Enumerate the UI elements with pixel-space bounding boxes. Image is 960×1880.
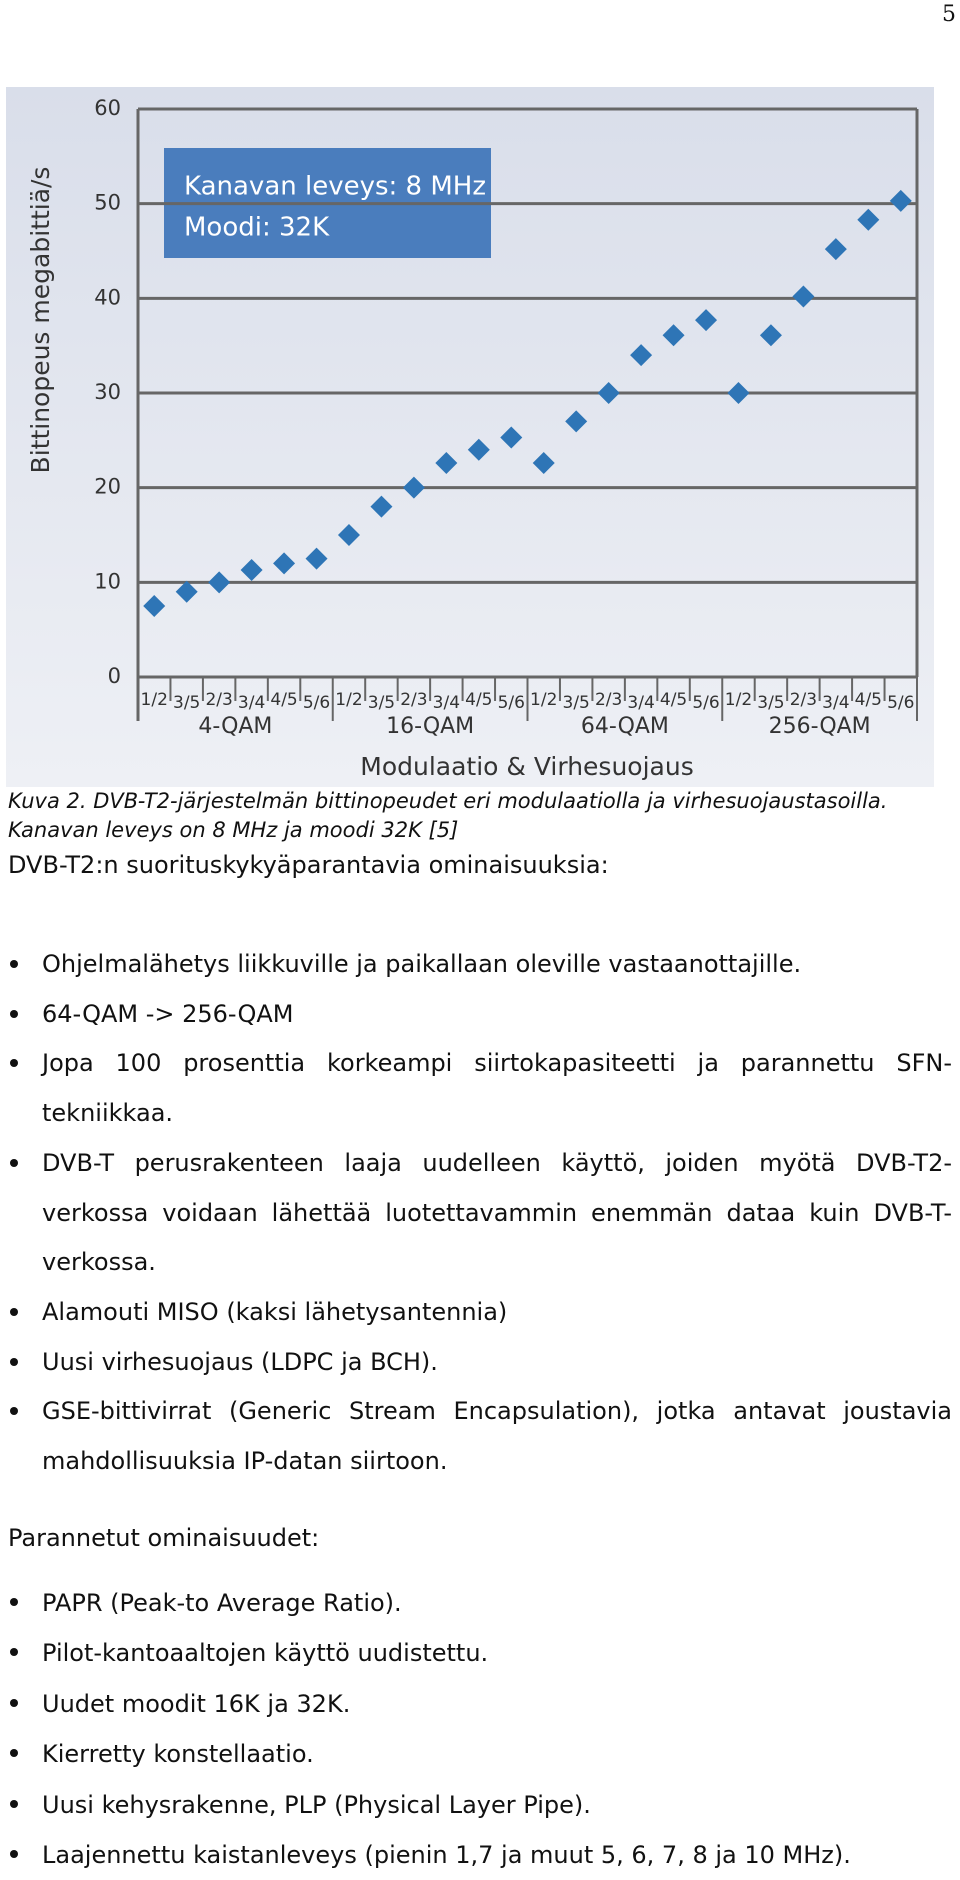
marker [500, 426, 523, 449]
marker [532, 452, 555, 475]
group-label: 64-QAM [581, 714, 669, 739]
bullet-list: Ohjelmalähetys liikkuville ja paikallaan… [0, 940, 952, 1487]
x-tick-label: 1/2 [335, 690, 362, 710]
bullet-item: Laajennettu kaistanleveys (pienin 1,7 ja… [10, 1830, 952, 1880]
x-tick-label: 3/5 [757, 693, 784, 713]
y-tick-label: 40 [94, 285, 121, 309]
x-tick-label: 3/4 [627, 693, 654, 713]
marker [824, 238, 847, 261]
group-label: 4-QAM [198, 714, 272, 739]
y-axis-label: Bittinopeus megabittiä/s [26, 167, 55, 474]
marker [175, 580, 198, 603]
bullet-item: Kierretty konstellaatio. [10, 1729, 952, 1779]
y-tick-label: 60 [94, 96, 121, 120]
marker [467, 438, 490, 461]
x-tick-label: 1/2 [530, 690, 557, 710]
x-tick-label: 3/4 [822, 693, 849, 713]
bullet-item: Pilot-kantoaaltojen käyttö uudistettu. [10, 1628, 952, 1678]
x-tick-label: 3/5 [563, 693, 590, 713]
caption: Kuva 2. DVB-T2-järjestelmän bittinopeude… [8, 787, 887, 845]
marker [727, 382, 750, 404]
x-tick-label: 5/6 [887, 693, 914, 713]
x-tick-label: 2/3 [400, 690, 427, 710]
marker [792, 285, 815, 308]
marker [695, 309, 718, 332]
annotation: Moodi: 32K [184, 213, 330, 243]
bullet-item: Uusi virhesuojaus (LDPC ja BCH). [10, 1338, 952, 1388]
x-tick-label: 2/3 [205, 690, 232, 710]
group-label: 16-QAM [386, 714, 474, 739]
marker [759, 324, 782, 347]
marker [435, 452, 458, 475]
marker [143, 595, 166, 617]
x-axis-label: Modulaatio & Virhesuojaus [360, 752, 693, 781]
bullet-item: PAPR (Peak-to Average Ratio). [10, 1578, 952, 1628]
marker [662, 324, 685, 347]
x-tick-label: 4/5 [465, 690, 492, 710]
y-tick-label: 50 [94, 191, 121, 215]
y-tick-label: 20 [94, 475, 121, 499]
y-tick-label: 0 [108, 664, 121, 688]
y-tick-label: 10 [94, 569, 121, 593]
marker [597, 382, 620, 404]
annotation: Kanavan leveys: 8 MHz [184, 172, 486, 202]
marker [273, 552, 296, 575]
x-tick-label: 5/6 [303, 693, 330, 713]
x-tick-label: 3/5 [173, 693, 200, 713]
marker [857, 208, 880, 231]
bullet-item: Jopa 100 prosenttia korkeampi siirtokapa… [10, 1039, 952, 1138]
marker [305, 547, 328, 570]
marker [337, 524, 360, 546]
x-tick-label: 3/4 [433, 693, 460, 713]
y-tick-label: 30 [94, 380, 121, 404]
x-tick-label: 3/4 [238, 693, 265, 713]
x-tick-label: 5/6 [692, 693, 719, 713]
x-tick-label: 1/2 [725, 690, 752, 710]
bullet-item: DVB-T perusrakenteen laaja uudelleen käy… [10, 1139, 952, 1288]
bullet-item: 64-QAM -> 256-QAM [10, 990, 952, 1040]
bullet-item: Ohjelmalähetys liikkuville ja paikallaan… [10, 940, 952, 990]
x-tick-label: 4/5 [660, 690, 687, 710]
heading: Parannetut ominaisuudet: [8, 1524, 320, 1552]
chart: Kanavan leveys: 8 MHz Moodi: 32K Bittino… [6, 87, 934, 787]
bullet-list: PAPR (Peak-to Average Ratio). Pilot-kanto… [0, 1578, 952, 1880]
heading: DVB-T2:n suorituskykyäparantavia ominais… [8, 851, 609, 879]
group-label: 256-QAM [769, 714, 871, 739]
bullet-item: Uudet moodit 16K ja 32K. [10, 1679, 952, 1729]
caption-line: Kuva 2. DVB-T2-järjestelmän bittinopeude… [8, 789, 888, 813]
x-tick-label: 4/5 [855, 690, 882, 710]
page-number: 5 [942, 2, 956, 27]
bullet-item: Alamouti MISO (kaksi lähetysantennia) [10, 1288, 952, 1338]
bullet-item: GSE-bittivirrat (Generic Stream Encapsul… [10, 1387, 952, 1486]
marker [630, 344, 653, 367]
x-tick-label: 5/6 [498, 693, 525, 713]
x-tick-label: 2/3 [790, 690, 817, 710]
x-tick-label: 3/5 [368, 693, 395, 713]
marker [565, 410, 588, 433]
marker [240, 559, 263, 582]
x-tick-label: 2/3 [595, 690, 622, 710]
x-tick-label: 1/2 [141, 690, 168, 710]
marker [208, 571, 231, 594]
x-tick-label: 4/5 [270, 690, 297, 710]
marker [402, 476, 425, 499]
bullet-item: Uusi kehysrakenne, PLP (Physical Layer P… [10, 1780, 952, 1830]
caption-line: Kanavan leveys on 8 MHz ja moodi 32K [5] [8, 818, 459, 842]
marker [889, 189, 912, 212]
marker [370, 495, 393, 518]
